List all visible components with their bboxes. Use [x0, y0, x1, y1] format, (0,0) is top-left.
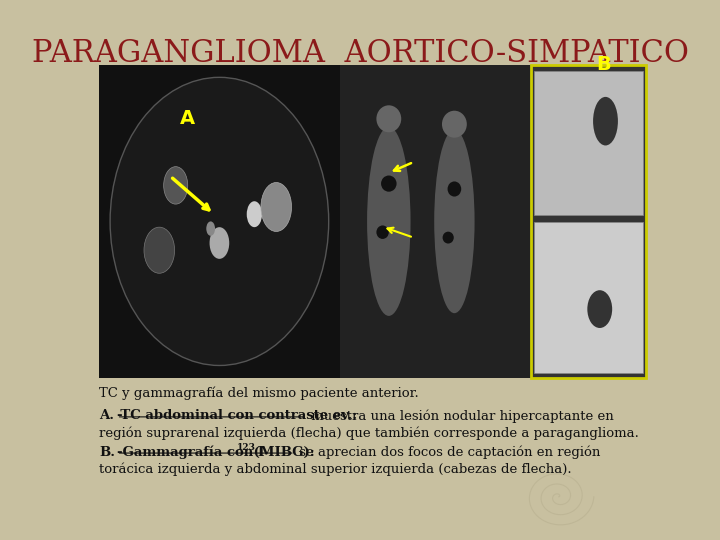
Ellipse shape: [588, 290, 612, 328]
Text: -Gammagrafía con I: -Gammagrafía con I: [117, 446, 264, 459]
Ellipse shape: [442, 111, 467, 138]
Ellipse shape: [261, 183, 292, 232]
Bar: [534, 71, 642, 215]
Ellipse shape: [144, 227, 174, 273]
Ellipse shape: [377, 226, 389, 239]
Text: B: B: [596, 55, 611, 75]
Bar: [340, 65, 531, 378]
Ellipse shape: [377, 105, 401, 132]
Text: -TC abdominal con contraste ev.:: -TC abdominal con contraste ev.:: [117, 409, 357, 422]
Bar: [531, 65, 646, 378]
Text: 123: 123: [237, 443, 256, 452]
Text: se aprecian dos focos de captación en región: se aprecian dos focos de captación en re…: [294, 446, 600, 459]
Text: A.: A.: [99, 409, 114, 422]
Text: torácica izquierda y abdominal superior izquierda (cabezas de flecha).: torácica izquierda y abdominal superior …: [99, 463, 572, 476]
Ellipse shape: [381, 176, 397, 192]
Ellipse shape: [163, 167, 188, 204]
Ellipse shape: [448, 181, 462, 197]
Ellipse shape: [247, 201, 262, 227]
Text: (MIBG):: (MIBG):: [249, 446, 315, 458]
Bar: [534, 222, 642, 373]
Ellipse shape: [593, 97, 618, 145]
Text: PARAGANGLIOMA  AORTICO-SIMPATICO: PARAGANGLIOMA AORTICO-SIMPATICO: [32, 38, 688, 69]
Text: A: A: [180, 109, 195, 129]
Text: B.: B.: [99, 446, 115, 458]
Ellipse shape: [207, 221, 215, 236]
Ellipse shape: [367, 127, 410, 316]
Bar: [99, 65, 340, 378]
Text: TC y gammagrafía del mismo paciente anterior.: TC y gammagrafía del mismo paciente ante…: [99, 386, 419, 400]
Ellipse shape: [210, 227, 229, 259]
Ellipse shape: [434, 130, 474, 313]
Ellipse shape: [110, 77, 329, 366]
Text: región suprarenal izquierda (flecha) que también corresponde a paraganglioma.: región suprarenal izquierda (flecha) que…: [99, 427, 639, 440]
Ellipse shape: [443, 232, 454, 244]
Text: muestra una lesión nodular hipercaptante en: muestra una lesión nodular hipercaptante…: [307, 409, 614, 423]
